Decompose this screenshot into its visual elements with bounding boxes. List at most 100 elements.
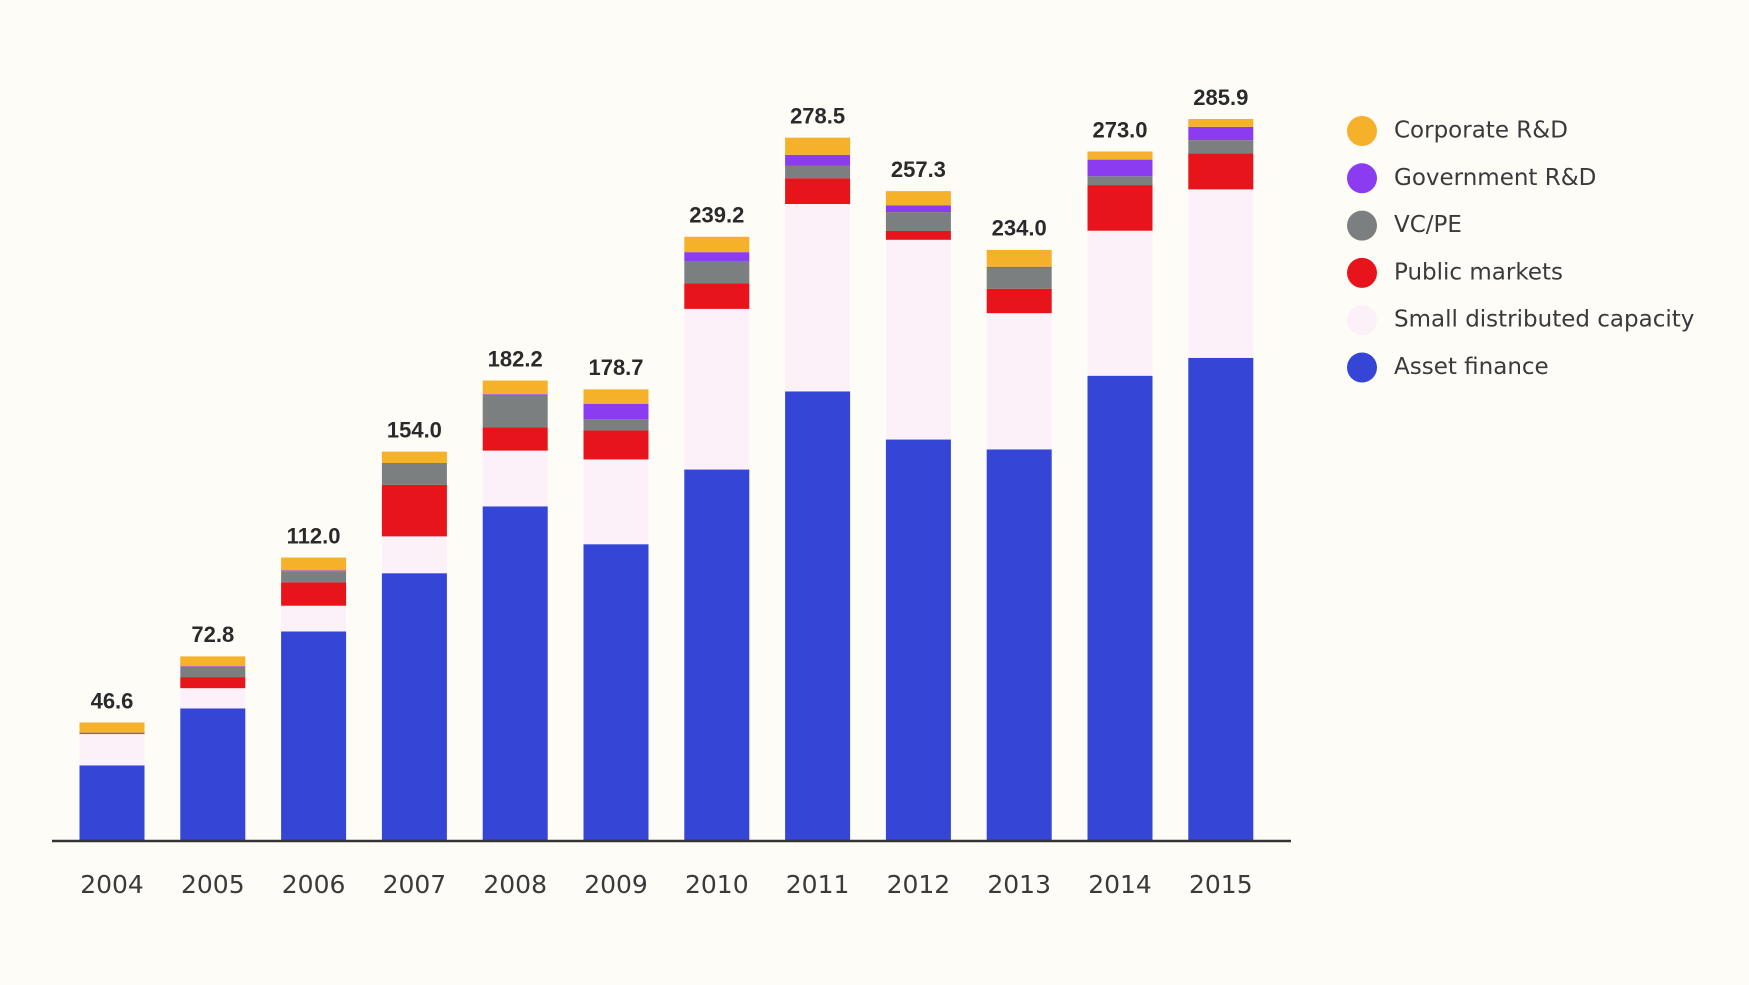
legend-label: Corporate R&D [1394,118,1568,144]
x-tick-label: 2004 [80,870,144,899]
bar-segment [583,403,649,420]
total-label: 257.3 [891,157,946,182]
bar-segment [180,656,246,667]
total-label: 178.7 [588,355,643,380]
x-tick-label: 2008 [483,870,547,899]
total-label: 239.2 [689,203,744,228]
bar-segment [1087,159,1153,177]
total-label: 182.2 [488,346,543,371]
bar-segment [1188,357,1254,840]
bar-segment [986,449,1052,840]
bar-segment [482,450,548,507]
total-label: 273.0 [1092,117,1147,142]
bar-segment [381,536,447,574]
bar-segment [79,765,145,840]
bar-segment [180,708,246,840]
legend-label: Small distributed capacity [1394,307,1694,333]
bar-segment [986,249,1052,267]
bar-segment [583,459,649,545]
bar-segment [885,230,951,240]
bar-segment [1188,119,1254,127]
bar-segment [583,430,649,460]
bar-segment [482,394,548,395]
bar-segment [785,154,851,166]
bar-segment [1188,140,1254,154]
total-label: 154.0 [387,417,442,442]
legend-marker [1347,210,1377,241]
x-tick-label: 2006 [282,870,346,899]
total-label: 285.9 [1193,85,1248,110]
bar-segment [1188,126,1254,141]
bar-segment [885,205,951,213]
bar-segment [180,667,246,678]
bar-segment [885,439,951,840]
bar-segment [180,688,246,709]
bar-segment [381,484,447,537]
bar-segment [785,391,851,840]
bar-segment [1087,151,1153,160]
bar-segment [684,260,750,284]
bar-segment [583,419,649,431]
bar-segment [1087,230,1153,376]
bar-segment [482,394,548,428]
bar-segment [79,734,145,766]
total-label: 72.8 [191,622,234,647]
bar-segment [79,733,145,735]
bar-segment [885,191,951,206]
bar-segment [1087,185,1153,231]
legend-marker [1347,305,1377,336]
bar-segment [79,732,145,734]
legend-marker [1347,352,1377,383]
x-tick-label: 2010 [685,870,749,899]
bar-segment [1188,153,1254,190]
bar-segment [381,451,447,463]
bar-segment [180,666,246,668]
total-label: 234.0 [992,216,1047,241]
x-tick-label: 2013 [987,870,1051,899]
bar-segment [785,165,851,179]
legend-label: Asset finance [1394,354,1549,380]
legend-label: Government R&D [1394,165,1596,191]
x-tick-label: 2011 [786,870,850,899]
legend-label: Public markets [1394,259,1563,285]
bar-segment [281,631,347,840]
bar-segment [180,677,246,689]
x-tick-label: 2015 [1189,870,1253,899]
x-tick-label: 2012 [887,870,951,899]
bar-segment [1087,375,1153,840]
bar-segment [281,582,347,606]
bar-segment [785,137,851,155]
legend-marker [1347,116,1377,146]
bar-segment [482,427,548,451]
bar-segment [684,469,750,840]
bar-segment [986,313,1052,450]
bar-segment [583,389,649,404]
bar-segment [79,722,145,733]
bar-segment [785,178,851,204]
x-tick-label: 2009 [584,870,648,899]
bar-segment [986,267,1052,289]
legend-marker [1347,163,1377,194]
total-label: 278.5 [790,103,845,128]
bar-segment [381,573,447,840]
bar-segment [885,239,951,440]
bar-segment [684,236,750,253]
total-label: 46.6 [91,688,134,713]
bar-segment [1087,176,1153,186]
x-tick-label: 2014 [1088,870,1152,899]
bar-segment [281,605,347,632]
bar-segment [381,463,447,485]
bar-segment [885,212,951,231]
x-tick-label: 2007 [383,870,447,899]
bar-segment [684,283,750,309]
bar-segment [684,308,750,470]
bar-segment [482,380,548,395]
legend-marker [1347,257,1377,288]
bar-segment [281,571,347,583]
bar-segment [684,252,750,261]
bar-segment [986,266,1052,268]
bar-segment [482,506,548,840]
bar-segment [583,544,649,840]
total-label: 112.0 [287,523,341,548]
